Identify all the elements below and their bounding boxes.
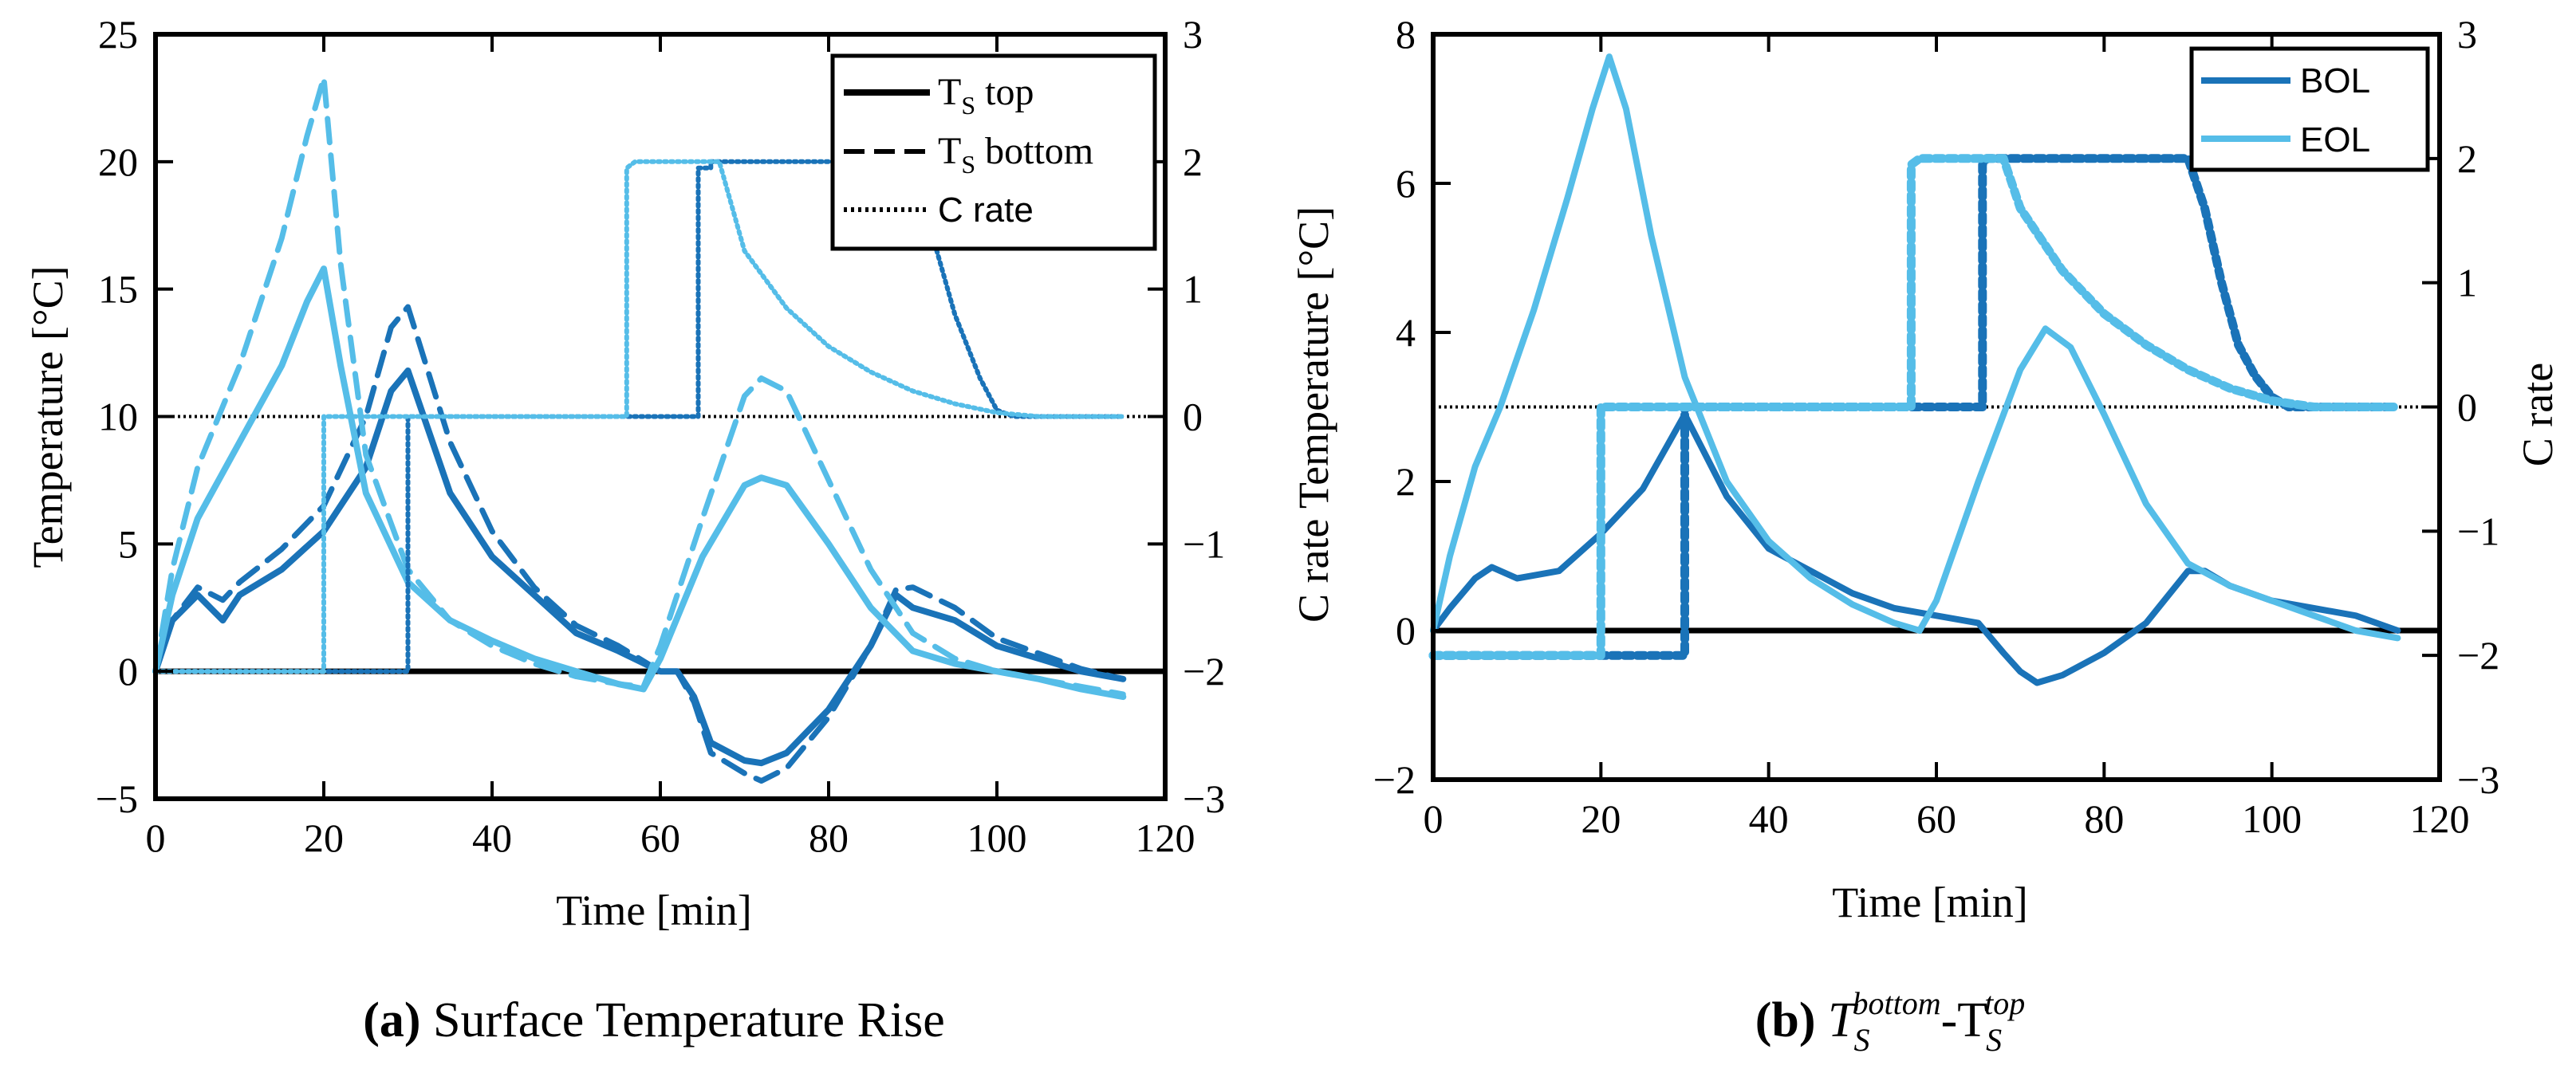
panel-b-y-tick-label: 6 — [1396, 161, 1416, 206]
panel-a-y-tick-label: 0 — [118, 649, 138, 694]
panel-b-y2-tick-label: −2 — [2457, 633, 2499, 678]
panel-b-y2-tick-label: 0 — [2457, 385, 2477, 430]
panel-b-plot-area — [1428, 53, 2440, 686]
panel-a-y-tick-label: 25 — [98, 12, 138, 57]
panel-b-x-tick-label: 20 — [1581, 796, 1621, 841]
legend-entry-ts-bottom: TS bottom — [938, 130, 1093, 179]
panel-b-y2-tick-label: −1 — [2457, 509, 2499, 553]
panel-b-y-tick-label: −2 — [1373, 757, 1416, 802]
panel-a-x-tick-label: 20 — [304, 816, 344, 860]
panel-b-x-tick-label: 60 — [1916, 796, 1956, 841]
legend-entry-eol: EOL — [2300, 120, 2370, 159]
panel-a-y2-tick-label: −1 — [1183, 521, 1225, 566]
panel-b-legend-box — [2189, 46, 2430, 172]
legend-entry-c-rate: C rate — [938, 191, 1034, 230]
panel-b-y-tick-label: 0 — [1396, 608, 1416, 653]
panel-b-y-tick-label: 8 — [1396, 12, 1416, 57]
panel-b-y2-axis-label: C rate — [2514, 363, 2562, 466]
panel-a-y-tick-label: 10 — [98, 395, 138, 439]
panel-a-y-axis-label: Temperature [°C] — [24, 265, 72, 568]
panel-a-x-tick-label: 120 — [1136, 816, 1195, 860]
panel-b-series-eol — [1430, 53, 2401, 642]
panel-a-caption: (a) Surface Temperature Rise — [363, 993, 945, 1047]
panel-a-legend: TS top TS bottom C rate — [830, 53, 1157, 251]
panel-b-y2-tick-label: 1 — [2457, 261, 2477, 305]
panel-b-y2-tick-label: −3 — [2457, 757, 2499, 802]
panel-a-x-axis-label: Time [min] — [556, 886, 752, 934]
panel-a-x-tick-label: 60 — [640, 816, 680, 860]
panel-b-y2-tick-label: 2 — [2457, 136, 2477, 181]
panel-b-caption: (b) TSbottom-TStop — [1755, 985, 2026, 1058]
panel-a-x-tick-label: 80 — [809, 816, 849, 860]
panel-b-y-tick-label: 2 — [1396, 459, 1416, 504]
panel-b-x-tick-label: 120 — [2410, 796, 2470, 841]
panel-a-plot-area — [152, 74, 1165, 784]
panel-a-y2-tick-label: −3 — [1183, 776, 1225, 821]
panel-a-y-tick-label: 5 — [118, 521, 138, 566]
panel-a-x-tick-label: 0 — [146, 816, 166, 860]
panel-a-x-tick-label: 40 — [472, 816, 512, 860]
panel-a-series-eol-t-s-bottom — [152, 74, 1126, 698]
panel-a-y2-tick-label: 2 — [1183, 140, 1203, 184]
legend-entry-bol: BOL — [2300, 61, 2370, 100]
panel-b-series-bol — [1430, 411, 2401, 686]
panel-a-y-tick-label: 15 — [98, 267, 138, 312]
panel-b-legend: BOL EOL — [2189, 46, 2430, 172]
panel-a-y-tick-label: 20 — [98, 140, 138, 184]
panel-a-y2-tick-label: 0 — [1183, 395, 1203, 439]
panel-b-y-axis-label: C rate Temperature [°C] — [1290, 206, 1337, 623]
panel-b-series-eol-c-rate — [1428, 154, 2402, 660]
panel-a-y2-tick-label: −2 — [1183, 649, 1225, 694]
panel-b-y2-tick-label: 3 — [2457, 12, 2477, 57]
panel-a-x-tick-label: 100 — [967, 816, 1027, 860]
panel-a-series-eol-c-rate — [153, 159, 1126, 674]
panel-a-y2-tick-label: 3 — [1183, 12, 1203, 57]
legend-entry-ts-top: TS top — [938, 71, 1034, 120]
panel-b-x-tick-label: 80 — [2084, 796, 2124, 841]
panel-b-x-tick-label: 0 — [1424, 796, 1444, 841]
panel-a-series-bol-t-s-bottom — [152, 304, 1126, 784]
panel-a-series-bol-t-s-top — [152, 367, 1127, 767]
panel-a-y2-tick-label: 1 — [1183, 267, 1203, 312]
panel-b-y-tick-label: 4 — [1396, 310, 1416, 355]
panel-b-x-axis-label: Time [min] — [1832, 878, 2028, 926]
panel-a-y-tick-label: −5 — [96, 776, 138, 821]
panel-b-x-tick-label: 40 — [1749, 796, 1789, 841]
panel-b-x-tick-label: 100 — [2242, 796, 2302, 841]
